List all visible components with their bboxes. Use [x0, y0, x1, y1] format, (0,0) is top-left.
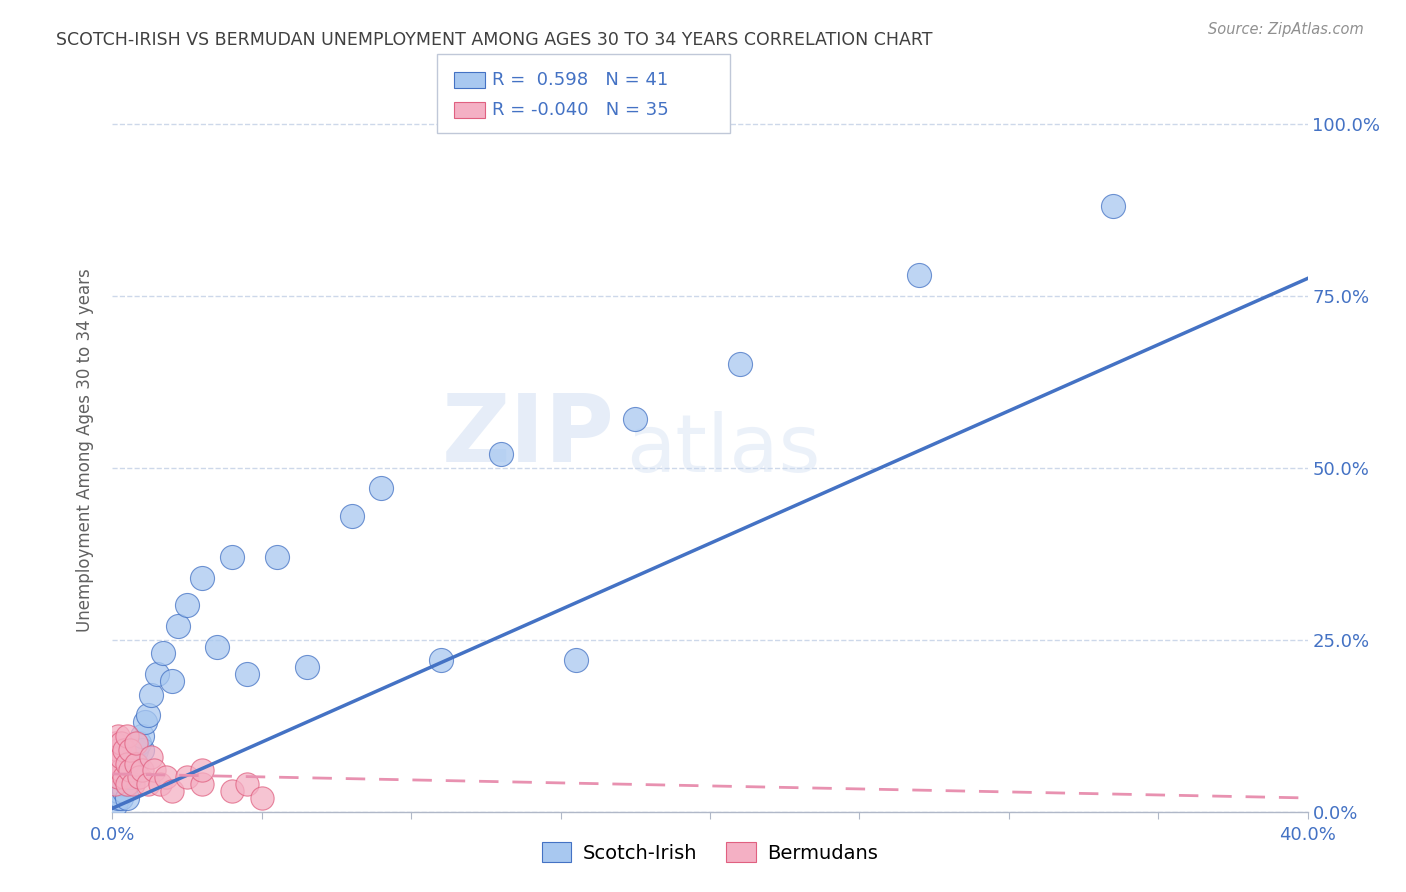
Bermudans	[125, 756, 148, 771]
Bermudans	[162, 784, 183, 798]
Bermudans	[120, 743, 142, 757]
Scotch-Irish	[114, 784, 135, 798]
Y-axis label: Unemployment Among Ages 30 to 34 years: Unemployment Among Ages 30 to 34 years	[76, 268, 94, 632]
Bermudans	[143, 764, 166, 778]
Bermudans	[120, 764, 142, 778]
Bermudans	[125, 736, 148, 750]
Scotch-Irish	[191, 571, 214, 585]
Scotch-Irish	[1102, 199, 1125, 213]
Scotch-Irish	[107, 791, 129, 805]
Scotch-Irish	[370, 481, 392, 495]
Scotch-Irish	[908, 268, 931, 282]
Scotch-Irish	[295, 660, 318, 674]
Scotch-Irish	[107, 784, 129, 798]
Scotch-Irish	[266, 550, 288, 565]
Legend: Scotch-Irish, Bermudans: Scotch-Irish, Bermudans	[534, 835, 886, 871]
Scotch-Irish	[122, 749, 145, 764]
Scotch-Irish	[117, 791, 139, 805]
Scotch-Irish	[117, 777, 139, 791]
Bermudans	[149, 777, 172, 791]
Bermudans	[117, 777, 139, 791]
Text: ZIP: ZIP	[441, 390, 614, 482]
Scotch-Irish	[141, 688, 163, 702]
Bermudans	[104, 764, 127, 778]
Bermudans	[117, 729, 139, 743]
Bermudans	[131, 764, 153, 778]
Bermudans	[110, 736, 132, 750]
Text: atlas: atlas	[627, 411, 821, 490]
Bermudans	[117, 756, 139, 771]
Scotch-Irish	[110, 791, 132, 805]
Scotch-Irish	[131, 729, 153, 743]
Bermudans	[104, 749, 127, 764]
Text: R = -0.040   N = 35: R = -0.040 N = 35	[492, 101, 669, 119]
Scotch-Irish	[162, 673, 183, 688]
Bermudans	[107, 756, 129, 771]
Scotch-Irish	[624, 412, 647, 426]
Scotch-Irish	[146, 667, 169, 681]
Scotch-Irish	[138, 708, 160, 723]
Bermudans	[122, 777, 145, 791]
Scotch-Irish	[728, 358, 751, 372]
Bermudans	[191, 764, 214, 778]
Scotch-Irish	[110, 777, 132, 791]
Scotch-Irish	[131, 743, 153, 757]
Bermudans	[236, 777, 259, 791]
Scotch-Irish	[122, 764, 145, 778]
Bermudans	[191, 777, 214, 791]
Scotch-Irish	[564, 653, 586, 667]
Bermudans	[110, 749, 132, 764]
Bermudans	[114, 770, 135, 784]
Text: SCOTCH-IRISH VS BERMUDAN UNEMPLOYMENT AMONG AGES 30 TO 34 YEARS CORRELATION CHAR: SCOTCH-IRISH VS BERMUDAN UNEMPLOYMENT AM…	[56, 31, 932, 49]
Bermudans	[110, 764, 132, 778]
Text: Source: ZipAtlas.com: Source: ZipAtlas.com	[1208, 22, 1364, 37]
Scotch-Irish	[340, 508, 363, 523]
Text: R =  0.598   N = 41: R = 0.598 N = 41	[492, 71, 668, 89]
Scotch-Irish	[430, 653, 453, 667]
Bermudans	[107, 770, 129, 784]
Scotch-Irish	[221, 550, 243, 565]
Bermudans	[141, 749, 163, 764]
Bermudans	[114, 743, 135, 757]
Scotch-Irish	[104, 797, 127, 812]
Scotch-Irish	[134, 715, 156, 730]
Scotch-Irish	[125, 743, 148, 757]
Scotch-Irish	[176, 599, 198, 613]
Bermudans	[107, 743, 129, 757]
Scotch-Irish	[120, 756, 142, 771]
Scotch-Irish	[152, 647, 174, 661]
Bermudans	[128, 770, 150, 784]
Scotch-Irish	[236, 667, 259, 681]
Bermudans	[107, 729, 129, 743]
Bermudans	[176, 770, 198, 784]
Scotch-Irish	[114, 770, 135, 784]
Bermudans	[104, 777, 127, 791]
Bermudans	[221, 784, 243, 798]
Bermudans	[104, 736, 127, 750]
Scotch-Irish	[128, 736, 150, 750]
Bermudans	[138, 777, 160, 791]
Scotch-Irish	[167, 619, 190, 633]
Scotch-Irish	[205, 640, 228, 654]
Scotch-Irish	[125, 756, 148, 771]
Scotch-Irish	[489, 447, 512, 461]
Bermudans	[155, 770, 177, 784]
Scotch-Irish	[120, 770, 142, 784]
Bermudans	[250, 791, 273, 805]
